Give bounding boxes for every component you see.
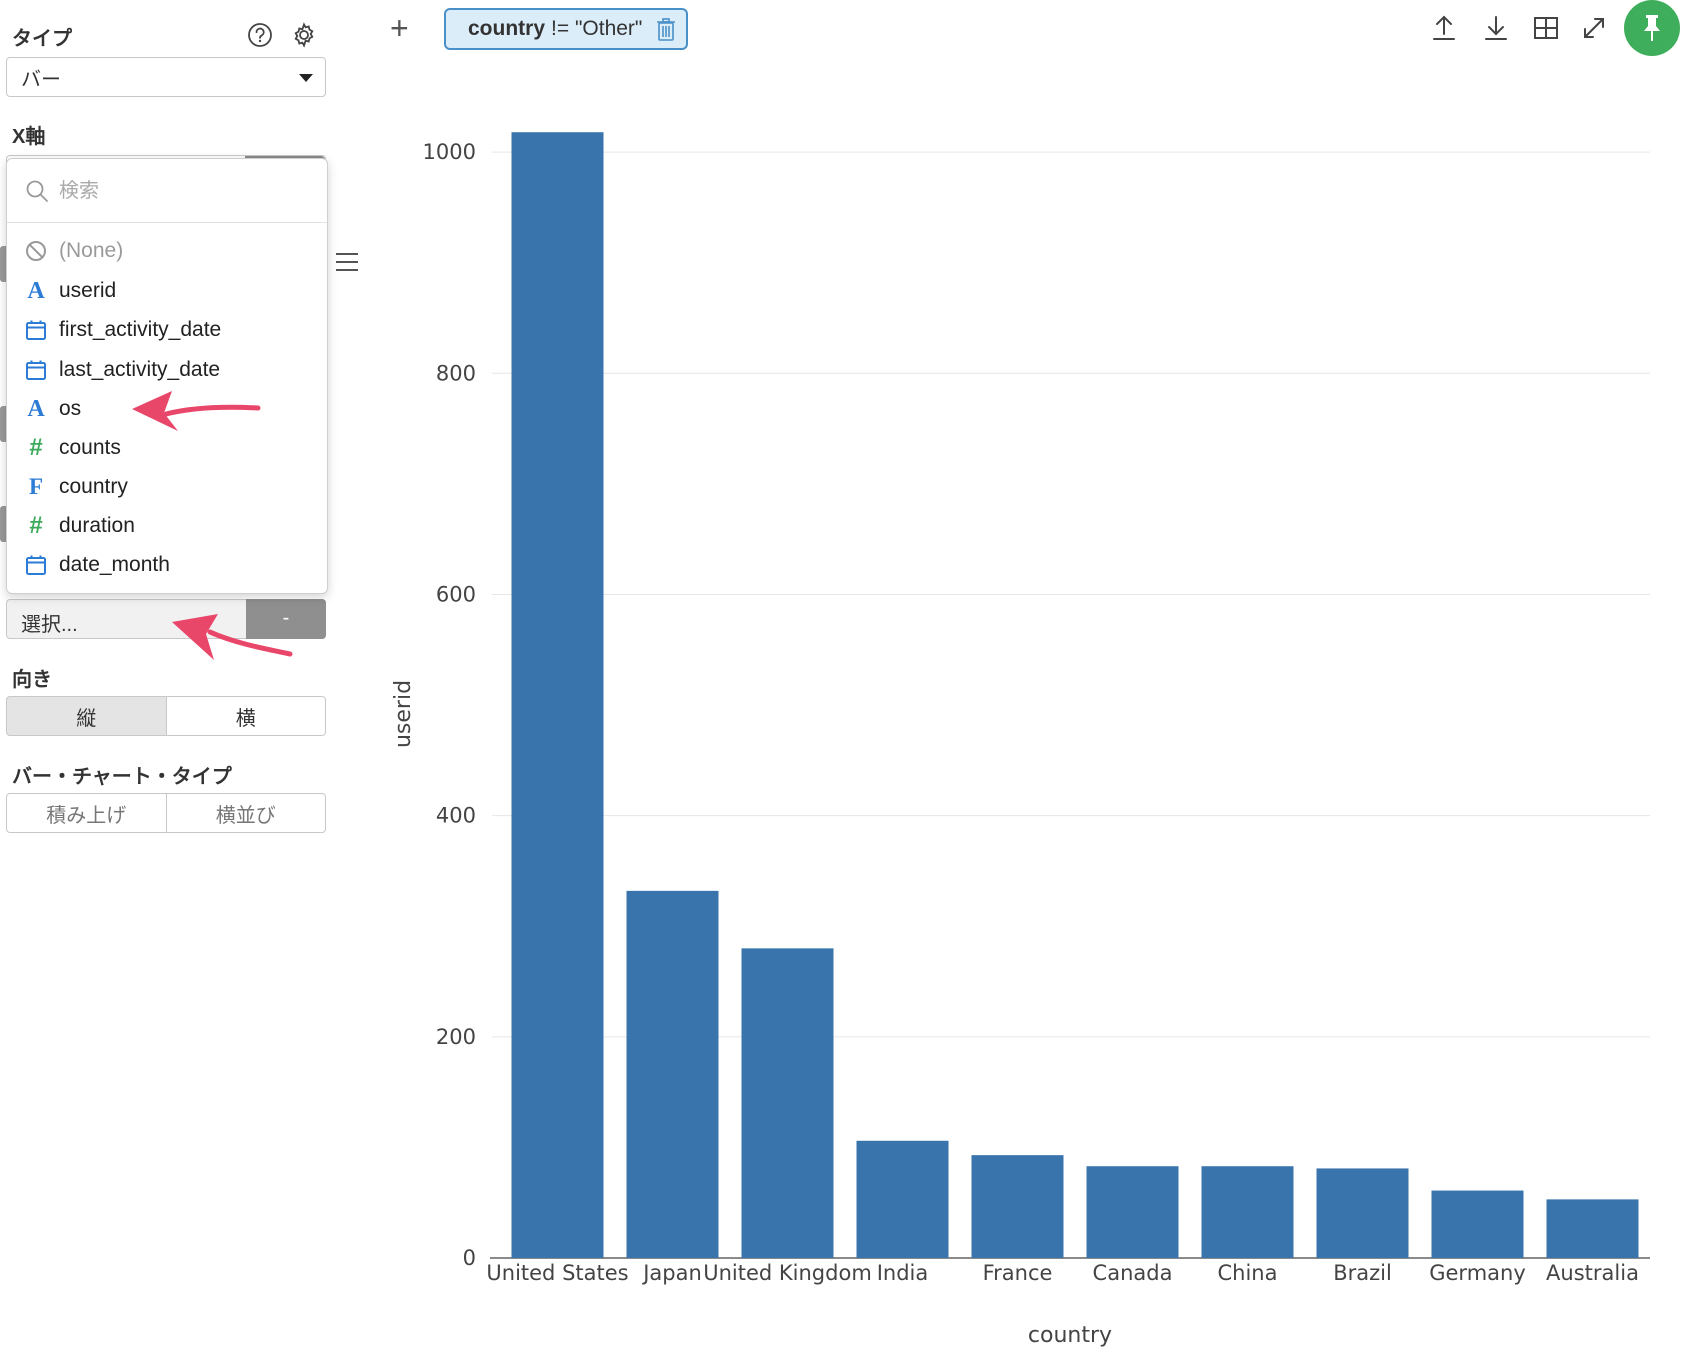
numeric-type-icon: #: [29, 434, 43, 461]
option-duration[interactable]: # duration: [7, 508, 327, 544]
filter-expression: != "Other": [551, 17, 643, 40]
bar: [1201, 1166, 1294, 1258]
option-userid[interactable]: A userid: [7, 273, 327, 309]
trash-icon[interactable]: [656, 18, 676, 48]
column-select[interactable]: 選択... -: [6, 599, 326, 639]
option-label: first_activity_date: [59, 318, 222, 341]
orientation-horizontal-button[interactable]: 横: [166, 696, 326, 736]
filter-chip[interactable]: country != "Other": [444, 8, 688, 50]
y-tick-label: 1000: [423, 140, 476, 164]
bar: [971, 1155, 1064, 1258]
chevron-down-icon: [299, 74, 313, 82]
orientation-vertical-button[interactable]: 縦: [6, 696, 167, 736]
option-os[interactable]: A os: [7, 391, 327, 427]
x-axis-label: X軸: [12, 126, 46, 148]
dropdown-search: [7, 159, 327, 223]
option-label: userid: [59, 279, 117, 302]
calendar-icon: [23, 551, 49, 579]
help-icon[interactable]: [246, 21, 274, 49]
x-axis-title: country: [1028, 1323, 1112, 1348]
chart-type-select[interactable]: バー: [6, 57, 326, 97]
option-label: country: [59, 475, 128, 498]
bar: [1086, 1166, 1179, 1258]
numeric-type-icon: #: [29, 512, 43, 539]
y-tick-label: 400: [436, 804, 476, 828]
calendar-icon: [23, 356, 49, 384]
option-none[interactable]: (None): [7, 233, 327, 269]
option-label: date_month: [59, 553, 170, 576]
orientation-label: 向き: [12, 669, 52, 691]
x-tick-label: United Kingdom: [703, 1261, 872, 1285]
option-label: last_activity_date: [59, 358, 221, 381]
y-axis-title: userid: [391, 680, 416, 748]
underlying-control-edge: [0, 246, 6, 282]
option-label: duration: [59, 514, 135, 537]
option-counts[interactable]: # counts: [7, 430, 327, 466]
type-label: タイプ: [12, 28, 72, 50]
option-date-month[interactable]: date_month: [7, 547, 327, 583]
remove-button[interactable]: -: [246, 599, 326, 639]
x-tick-label: Canada: [1093, 1261, 1173, 1285]
calendar-icon: [23, 316, 49, 344]
annotation-arrow-icon: [132, 391, 261, 431]
bar-chart: 0 200 400 600 800 1000 United States Japan Unite…: [391, 132, 1650, 1348]
text-type-icon: A: [27, 395, 45, 422]
y-tick-label: 800: [436, 361, 476, 385]
search-icon: [25, 179, 49, 208]
option-label: counts: [59, 436, 121, 459]
bar: [626, 890, 719, 1258]
text-type-icon: A: [27, 277, 45, 304]
option-first-activity-date[interactable]: first_activity_date: [7, 312, 327, 348]
bar: [1316, 1168, 1409, 1258]
x-tick-label: India: [877, 1261, 929, 1285]
menu-icon[interactable]: [336, 253, 360, 273]
x-tick-label: United States: [486, 1261, 628, 1285]
gear-icon[interactable]: [290, 21, 318, 49]
bar: [856, 1140, 949, 1258]
upload-icon[interactable]: [1430, 14, 1458, 42]
x-tick-label: Germany: [1429, 1261, 1526, 1285]
download-icon[interactable]: [1482, 14, 1510, 42]
pin-icon: [1644, 15, 1660, 41]
underlying-control-edge: [0, 406, 6, 442]
x-tick-label: Australia: [1546, 1261, 1639, 1285]
bar: [511, 132, 604, 1258]
x-tick-label: Brazil: [1333, 1261, 1392, 1285]
factor-type-icon: F: [28, 474, 44, 499]
add-filter-button[interactable]: +: [390, 10, 409, 46]
x-tick-label: China: [1218, 1261, 1278, 1285]
table-icon[interactable]: [1532, 14, 1560, 42]
bar: [1431, 1190, 1524, 1258]
option-label: os: [59, 397, 82, 420]
y-tick-label: 600: [436, 582, 476, 606]
bar: [741, 948, 834, 1258]
bar-chart-type-label: バー・チャート・タイプ: [12, 766, 232, 788]
select-placeholder: 選択...: [21, 614, 78, 636]
option-last-activity-date[interactable]: last_activity_date: [7, 352, 327, 388]
none-icon: [23, 237, 49, 265]
orientation-toggle: 縦 横: [6, 696, 326, 736]
bar-chart-type-toggle: 積み上げ 横並び: [6, 793, 326, 833]
underlying-control-edge: [0, 506, 6, 542]
column-dropdown: (None) A userid first_activity_date last…: [6, 158, 328, 594]
y-tick-label: 200: [436, 1025, 476, 1049]
search-input[interactable]: [59, 173, 309, 209]
option-label: (None): [59, 239, 124, 262]
x-tick-label: France: [983, 1261, 1053, 1285]
pin-button[interactable]: [1624, 0, 1680, 56]
side-by-side-button[interactable]: 横並び: [166, 793, 326, 833]
y-tick-label: 0: [463, 1246, 476, 1270]
expand-icon[interactable]: [1580, 14, 1608, 42]
annotation-arrow-icon: [172, 614, 293, 660]
chart-settings-sidebar: タイプ バー X軸 (None) A userid: [0, 0, 358, 1356]
chart-type-value: バー: [21, 68, 61, 91]
option-country[interactable]: F country: [7, 469, 327, 505]
x-tick-label: Japan: [641, 1261, 702, 1285]
filter-field: country: [468, 17, 546, 40]
stacked-button[interactable]: 積み上げ: [6, 793, 167, 833]
bar: [1546, 1199, 1639, 1258]
